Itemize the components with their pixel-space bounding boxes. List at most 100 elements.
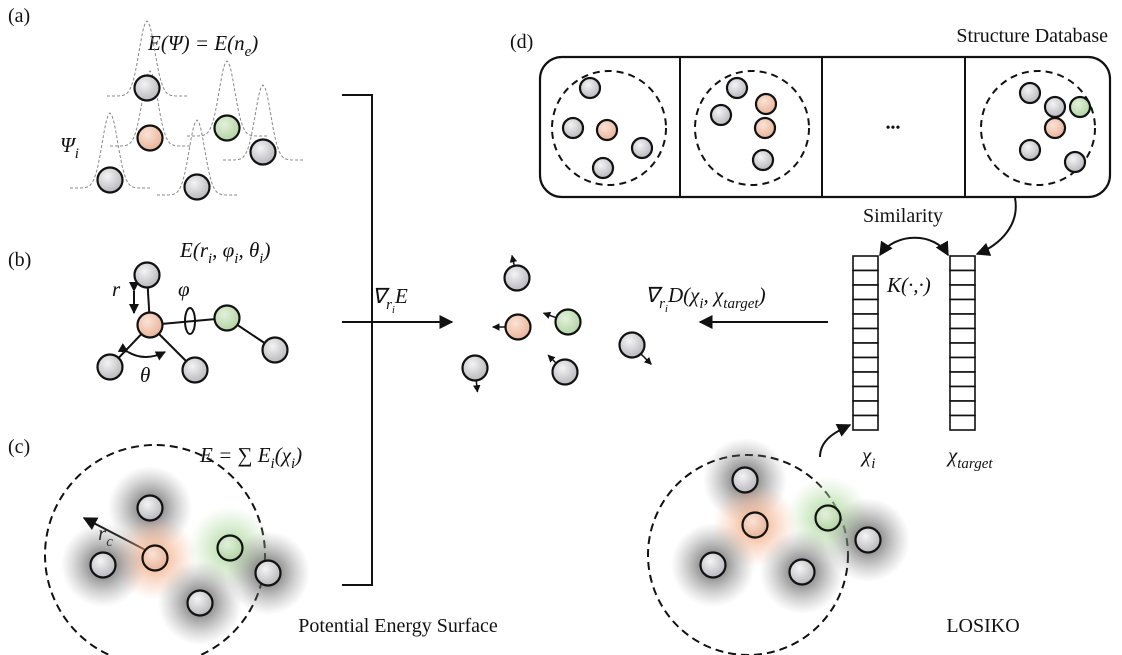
cutoff-circle <box>695 71 809 185</box>
ellipsis: ••• <box>886 121 901 136</box>
formula-part: D(χ <box>667 283 700 307</box>
formula-part: , θ <box>238 238 259 262</box>
atom <box>756 94 776 114</box>
descriptor-cell <box>950 387 975 402</box>
atom <box>632 138 652 158</box>
atom <box>506 315 531 340</box>
atom <box>816 506 841 531</box>
atom <box>138 313 163 338</box>
arrow <box>977 198 1016 254</box>
similarity-arrow <box>880 238 948 255</box>
atom <box>597 120 617 140</box>
bonds <box>110 275 275 370</box>
atom <box>185 175 210 200</box>
formula-part: χ <box>946 443 958 467</box>
descriptor-cell <box>950 329 975 344</box>
kernel-label: K(·,·) <box>886 273 931 297</box>
descriptor-cell <box>950 285 975 300</box>
formula: Ψi <box>60 133 79 162</box>
angle: θ <box>140 363 150 387</box>
atom <box>620 333 645 358</box>
descriptor-cell <box>950 300 975 315</box>
descriptor-cell <box>950 372 975 387</box>
atom <box>1020 140 1040 160</box>
panel-label: (b) <box>8 249 31 271</box>
atom <box>553 360 578 385</box>
descriptor-cell <box>853 401 878 416</box>
atom <box>188 591 213 616</box>
force-arrow <box>544 313 557 318</box>
caption: LOSIKO <box>946 615 1019 637</box>
atom <box>593 158 613 178</box>
panel-label: (c) <box>8 436 30 458</box>
atom <box>701 553 726 578</box>
formula-part: , φ <box>212 238 235 262</box>
formula-part: , χ <box>704 283 725 307</box>
formula-part: E(Ψ) = E(n <box>147 31 245 55</box>
atom <box>263 338 288 363</box>
formula-part: E(r <box>179 238 209 262</box>
formula-part: i <box>871 456 875 472</box>
atom <box>1020 83 1040 103</box>
arrow <box>820 425 850 457</box>
bracket <box>342 95 372 585</box>
formula-part: i <box>75 146 79 162</box>
descriptor-cell <box>853 300 878 315</box>
atom <box>143 546 168 571</box>
atom <box>743 513 768 538</box>
formula: χtarget <box>946 443 993 472</box>
atom <box>183 358 208 383</box>
atom <box>138 496 163 521</box>
panel-label: (d) <box>510 31 533 53</box>
atom <box>727 78 747 98</box>
descriptor-cell <box>853 343 878 358</box>
force-arrow <box>476 380 477 392</box>
atom <box>215 306 240 331</box>
descriptor-cell <box>853 314 878 329</box>
descriptor-cell <box>853 329 878 344</box>
atom <box>218 536 243 561</box>
force-arrow <box>512 255 514 266</box>
formula: χi <box>860 443 875 472</box>
atom <box>790 560 815 585</box>
atom <box>753 150 773 170</box>
atom <box>563 118 583 138</box>
formula-part: ) <box>262 238 270 262</box>
atom <box>135 76 160 101</box>
formula-part: E <box>394 284 408 308</box>
atom <box>98 168 123 193</box>
similarity-label: Similarity <box>863 205 943 227</box>
atom <box>856 528 881 553</box>
formula-part: target <box>723 296 759 312</box>
formula: E(Ψ) = E(ne) <box>147 31 258 60</box>
descriptor-cell <box>853 416 878 431</box>
formula-part: E = ∑ E <box>199 443 271 467</box>
atom <box>755 118 775 138</box>
panel-label: (a) <box>8 5 30 27</box>
descriptor-cell <box>950 416 975 431</box>
formula-part: χ <box>860 443 872 467</box>
atom <box>91 553 116 578</box>
descriptor-cell <box>853 358 878 373</box>
descriptor-cell <box>853 372 878 387</box>
formula-part: (χ <box>275 443 292 467</box>
atom <box>711 105 731 125</box>
descriptor-cell <box>950 358 975 373</box>
formula-part: ) <box>294 443 302 467</box>
descriptor-cell <box>950 314 975 329</box>
descriptor-cell <box>950 256 975 271</box>
descriptor-cell <box>853 271 878 286</box>
formula: ∇riD(χi, χtarget) <box>645 283 766 315</box>
bond-length: r <box>112 277 121 301</box>
force-arrow <box>640 353 651 364</box>
descriptor-cell <box>853 387 878 402</box>
atom <box>1065 152 1085 172</box>
atom <box>580 78 600 98</box>
atom <box>505 266 530 291</box>
atom <box>98 355 123 380</box>
atom <box>1045 118 1065 138</box>
atom <box>733 468 758 493</box>
atom <box>463 356 488 381</box>
descriptor-cell <box>853 256 878 271</box>
database-box <box>540 57 1110 197</box>
